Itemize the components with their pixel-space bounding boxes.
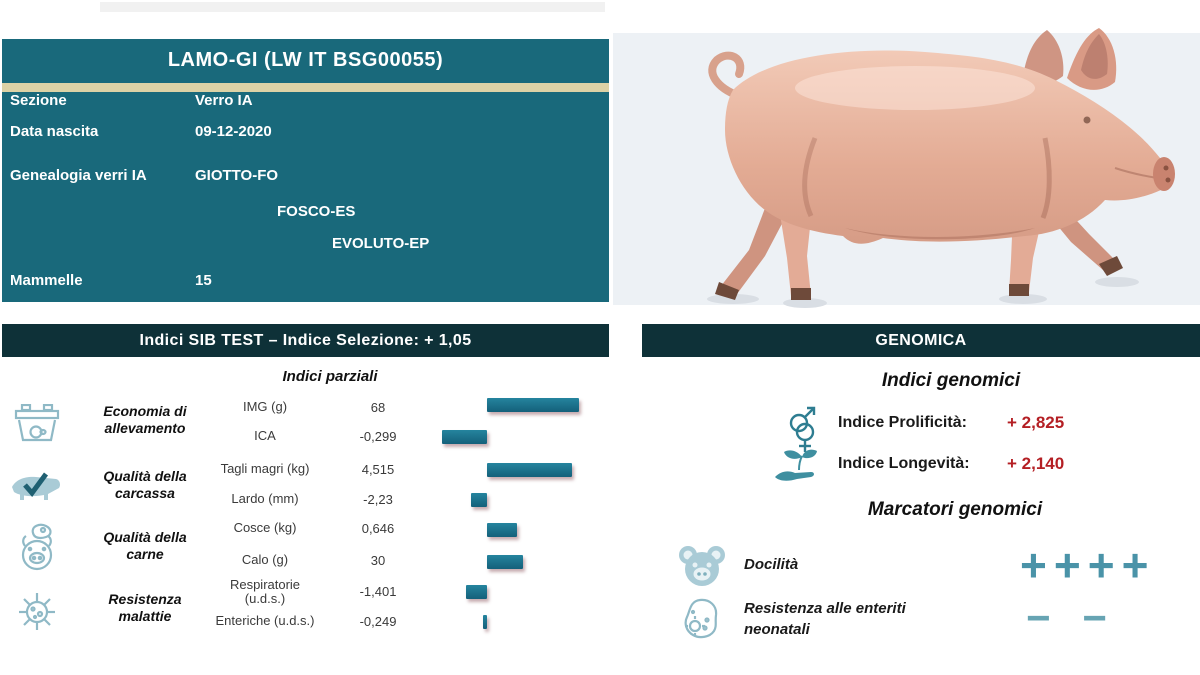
category-carne: Qualità della carne xyxy=(103,529,187,562)
docility-label: Docilità xyxy=(744,556,799,573)
gut-germ-icon xyxy=(684,598,718,639)
top-crop-artifact xyxy=(100,2,605,12)
sprout-hand-icon xyxy=(775,449,817,481)
info-value-genealogia-1: GIOTTO-FO xyxy=(195,167,279,184)
category-carcassa: Qualità della carcassa xyxy=(103,468,187,501)
bar-ica xyxy=(442,430,487,444)
value-respiratorie: -1,401 xyxy=(359,584,397,599)
value-enteriche: -0,249 xyxy=(359,614,397,629)
info-label-genealogia: Genealogia verri IA xyxy=(10,167,147,184)
category-resistenza: Resistenza malattie xyxy=(108,591,182,624)
prolificity-value: + 2,825 xyxy=(1007,413,1065,432)
longevity-value: + 2,140 xyxy=(1007,454,1065,473)
boar-info-card: LAMO-GI (LW IT BSG00055) Sezione Verro I… xyxy=(2,39,609,302)
info-label-mammelle: Mammelle xyxy=(10,272,83,289)
prolificity-label: Indice Prolificità: xyxy=(838,414,967,431)
feed-trough-icon xyxy=(14,404,60,442)
partial-indices-title: Indici parziali xyxy=(282,368,378,385)
value-calo: 30 xyxy=(370,553,386,568)
metric-respiratorie: Respiratorie (u.d.s.) xyxy=(229,577,301,606)
info-value-sezione: Verro IA xyxy=(195,92,253,109)
genomica-header: GENOMICA xyxy=(642,324,1200,357)
info-value-mammelle: 15 xyxy=(195,272,212,289)
gender-symbols-icon xyxy=(789,406,816,452)
pathogen-icon xyxy=(19,593,55,630)
bar-calo xyxy=(487,555,523,569)
pig-photo xyxy=(707,28,1175,308)
bar-lardo xyxy=(471,493,487,507)
value-lardo: -2,23 xyxy=(363,492,393,507)
sib-test-header: Indici SIB TEST – Indice Selezione: + 1,… xyxy=(2,324,609,357)
metric-enteriche: Enteriche (u.d.s.) xyxy=(215,613,315,628)
carcass-check-icon xyxy=(12,472,60,500)
card-title: LAMO-GI (LW IT BSG00055) xyxy=(167,49,444,71)
enteritis-marks: − − xyxy=(1026,594,1117,641)
info-label-data-nascita: Data nascita xyxy=(10,123,99,140)
info-value-genealogia-3: EVOLUTO-EP xyxy=(332,235,430,252)
longevity-label: Indice Longevità: xyxy=(838,455,970,472)
value-ica: -0,299 xyxy=(359,429,397,444)
info-label-sezione: Sezione xyxy=(10,92,67,109)
metric-tagli: Tagli magri (kg) xyxy=(220,461,310,476)
metric-ica: ICA xyxy=(254,428,276,443)
bar-enteriche xyxy=(483,615,487,629)
value-cosce: 0,646 xyxy=(361,521,395,536)
bar-respiratorie xyxy=(466,585,487,599)
value-img: 68 xyxy=(370,400,386,415)
metric-cosce: Cosce (kg) xyxy=(233,520,297,535)
title-separator xyxy=(2,83,609,92)
value-tagli: 4,515 xyxy=(361,462,395,477)
pork-meat-icon xyxy=(21,523,53,571)
pig-face-icon xyxy=(679,546,725,586)
bar-img xyxy=(487,398,579,412)
genomic-indices-title: Indici genomici xyxy=(881,370,1021,391)
metric-lardo: Lardo (mm) xyxy=(231,491,299,506)
genomic-markers-title: Marcatori genomici xyxy=(867,499,1043,520)
info-value-data-nascita: 09-12-2020 xyxy=(195,123,272,140)
category-economia: Economia di allevamento xyxy=(103,403,187,436)
docility-marks: ++++ xyxy=(1020,539,1156,591)
bar-tagli xyxy=(487,463,572,477)
metric-calo: Calo (g) xyxy=(241,552,289,567)
bar-cosce xyxy=(487,523,517,537)
info-value-genealogia-2: FOSCO-ES xyxy=(277,203,356,220)
enteritis-resistance-label: Resistenza alle enteriti neonatali xyxy=(744,600,906,638)
metric-img: IMG (g) xyxy=(242,399,288,414)
